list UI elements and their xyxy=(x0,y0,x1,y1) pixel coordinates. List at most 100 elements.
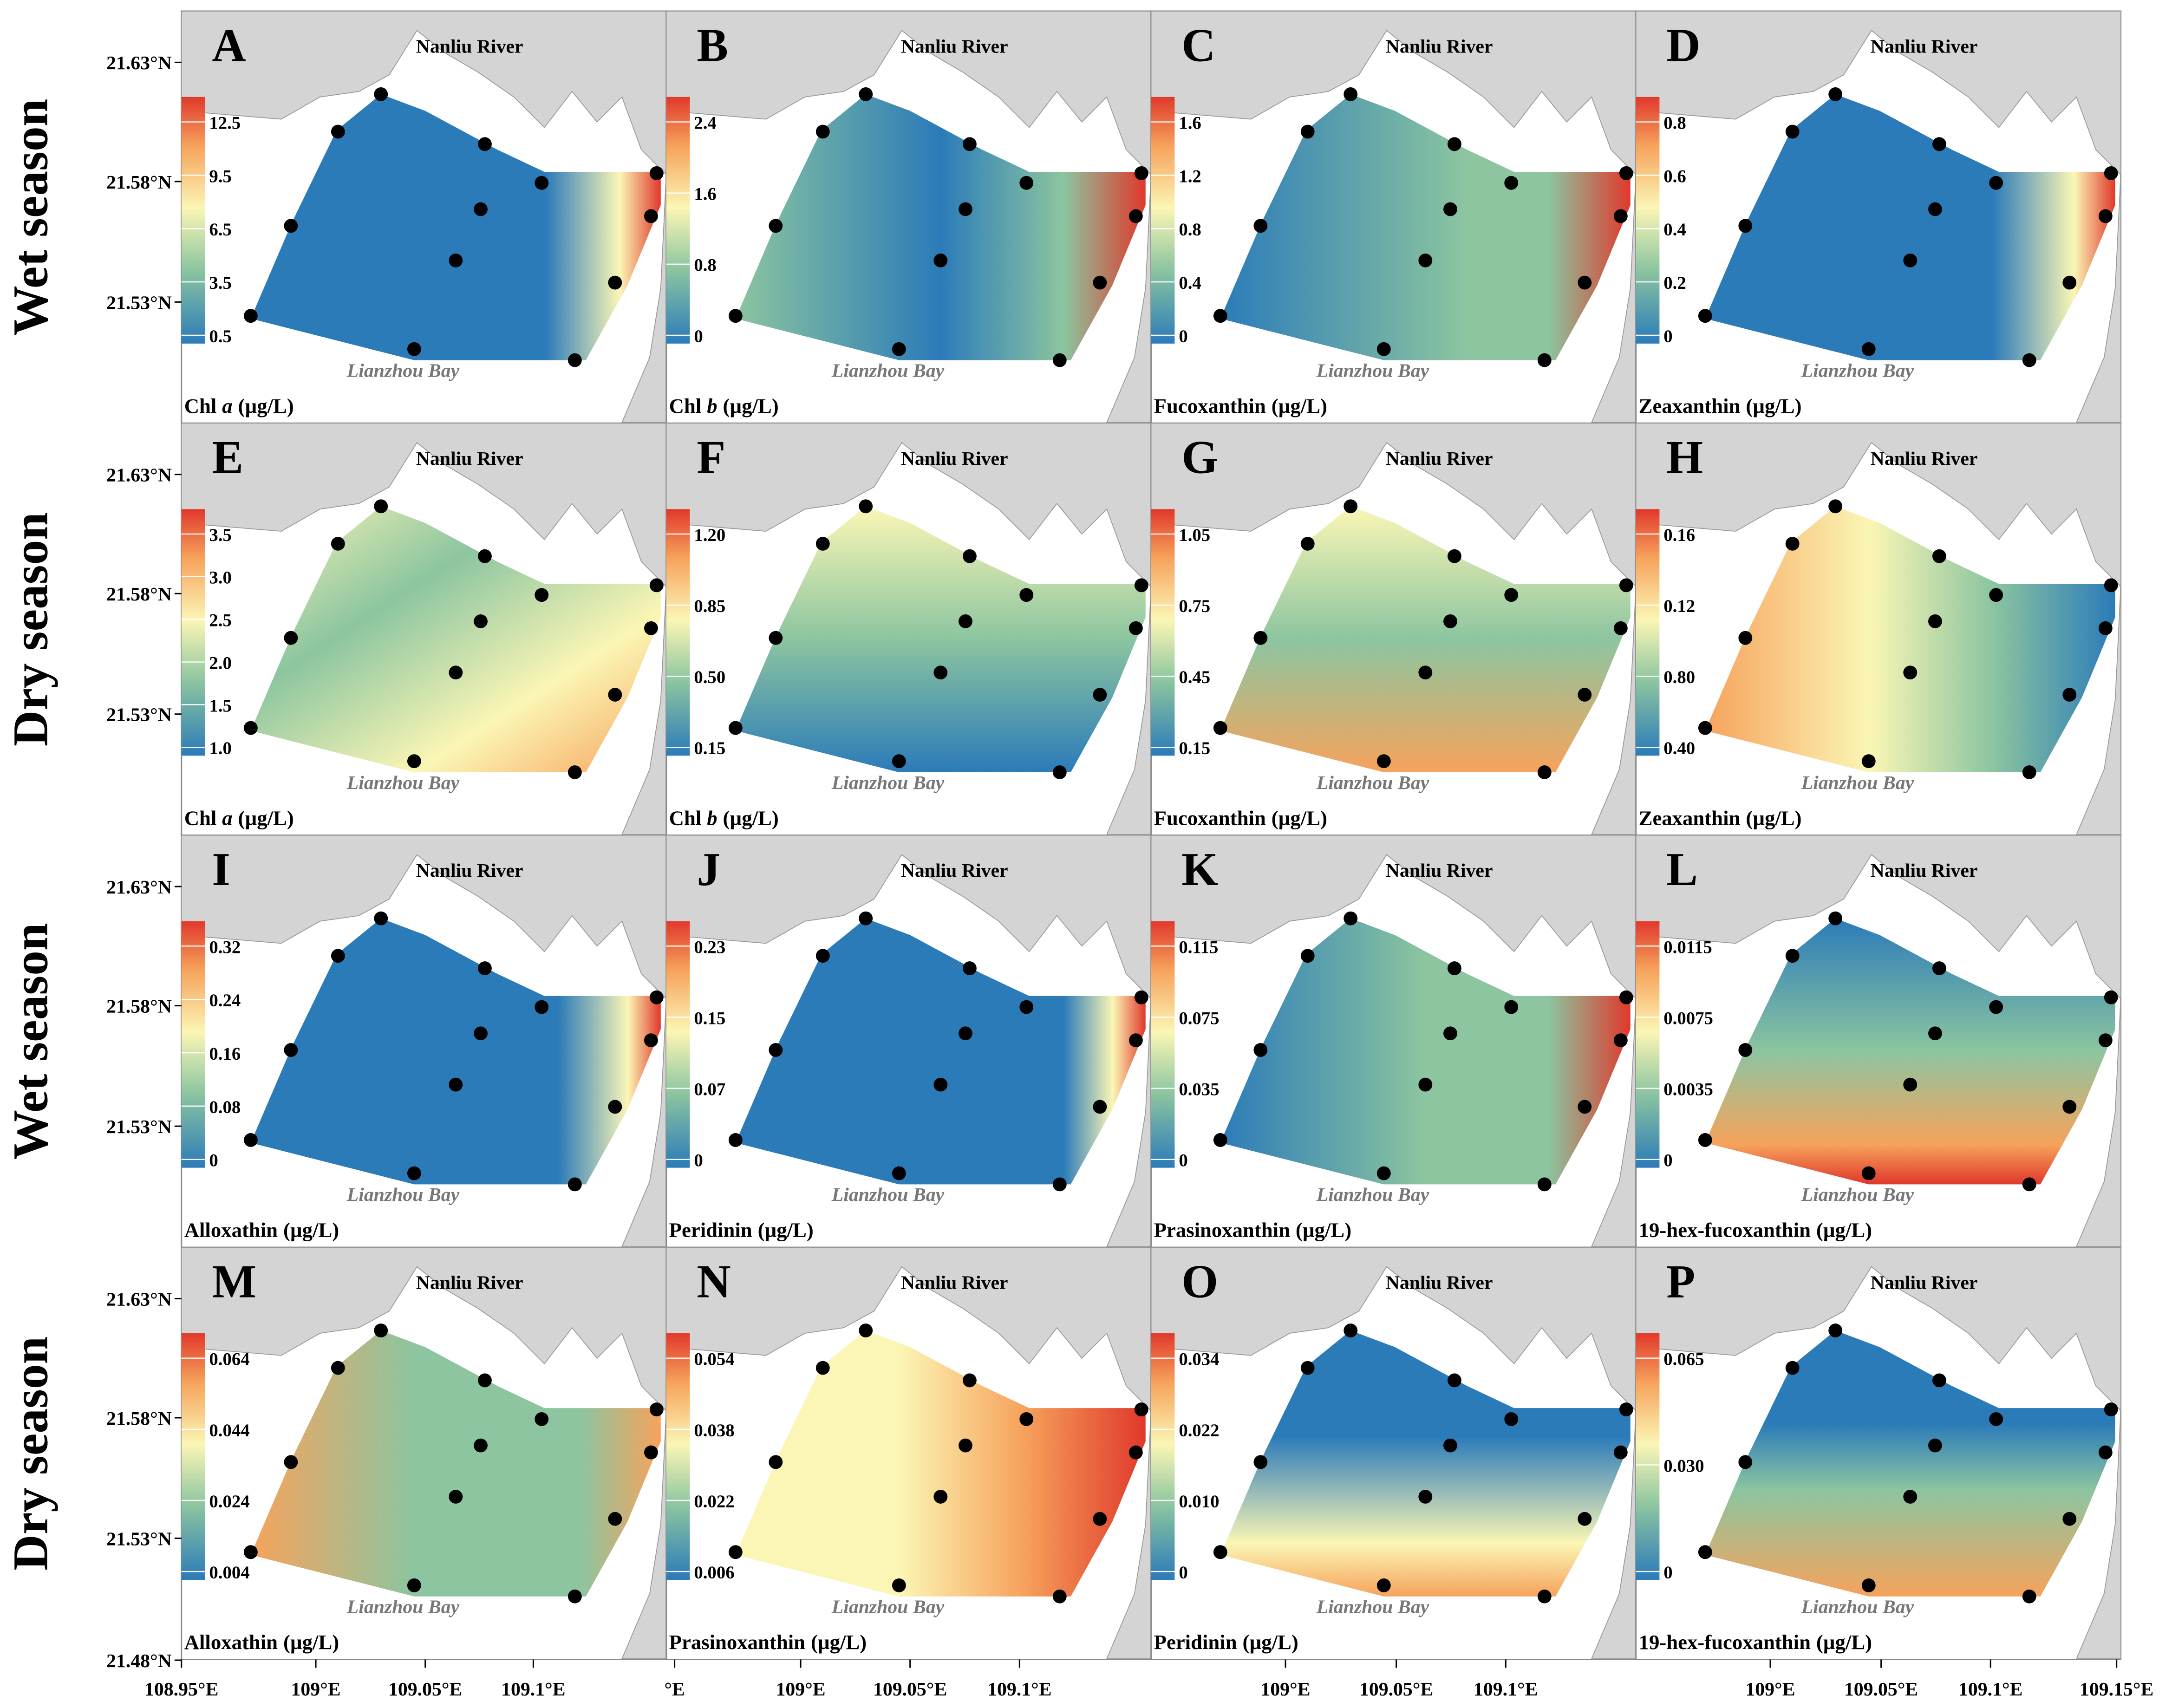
longitude-label: 109.05°E xyxy=(1844,1679,1918,1700)
station xyxy=(1537,765,1552,779)
longitude-label: 109°E xyxy=(291,1679,340,1700)
station xyxy=(1861,1166,1876,1180)
station xyxy=(644,209,658,223)
station xyxy=(728,721,743,735)
colorbar-tick-label: 1.05 xyxy=(1179,525,1210,545)
land xyxy=(1150,423,1637,835)
station xyxy=(1213,1545,1227,1559)
caption: Alloxathin (µg/L) xyxy=(184,1630,339,1654)
caption-name: Chl xyxy=(669,394,702,417)
station xyxy=(2104,990,2118,1004)
station xyxy=(567,353,582,367)
survey-area xyxy=(1705,918,2115,1185)
caption: Fucoxanthin (µg/L) xyxy=(1154,394,1327,417)
colorbar-tick-label: 0.8 xyxy=(694,255,716,275)
colorbar-tick-label: 0.044 xyxy=(209,1421,249,1441)
station xyxy=(1443,614,1457,628)
panel-letter: D xyxy=(1666,19,1700,71)
colorbar-tick-label: 0.40 xyxy=(1663,738,1695,758)
colorbar xyxy=(181,1333,205,1580)
station xyxy=(1619,166,1633,180)
station xyxy=(1504,176,1519,190)
station xyxy=(1698,721,1712,735)
colorbar-tick-label: 0.0035 xyxy=(1663,1080,1713,1100)
bay-label: Lianzhou Bay xyxy=(346,1597,460,1618)
longitude-label: 109.1°E xyxy=(501,1679,565,1700)
bay-label: Lianzhou Bay xyxy=(346,360,460,381)
station xyxy=(1448,137,1461,151)
station xyxy=(1828,1323,1843,1337)
caption-name: Chl xyxy=(669,806,702,829)
bay-label: Lianzhou Bay xyxy=(1801,360,1914,381)
colorbar-tick-label: 0.45 xyxy=(1179,667,1210,687)
station xyxy=(1613,1033,1628,1048)
colorbar xyxy=(1636,921,1660,1168)
land xyxy=(665,834,1152,1247)
station xyxy=(1253,219,1268,233)
station xyxy=(608,275,622,290)
land xyxy=(665,11,1152,423)
station xyxy=(331,1361,345,1375)
longitude-label: 109°E xyxy=(1745,1679,1795,1700)
colorbar-tick-label: 0 xyxy=(1179,1151,1187,1171)
panel-letter: M xyxy=(212,1255,256,1307)
station xyxy=(649,1402,664,1417)
bay-label: Lianzhou Bay xyxy=(831,1184,945,1206)
panel: K Nanliu River Lianzhou Bay 0 0.035 0.075 0.11… xyxy=(1150,834,1637,1248)
station xyxy=(1932,1373,1946,1388)
station xyxy=(567,1589,582,1604)
station xyxy=(1698,1545,1712,1559)
colorbar-tick-label: 0.075 xyxy=(1179,1008,1219,1028)
colorbar-tick-label: 0.0075 xyxy=(1663,1008,1713,1028)
panel: L Nanliu River Lianzhou Bay 0 0.0035 0.0075 0.… xyxy=(1635,834,2122,1248)
station xyxy=(963,549,977,563)
station xyxy=(284,1043,298,1057)
station xyxy=(2022,1177,2036,1192)
station xyxy=(859,911,873,926)
station xyxy=(1785,536,1800,551)
river-label: Nanliu River xyxy=(416,448,523,469)
colorbar-tick-label: 0.065 xyxy=(1663,1349,1704,1369)
station xyxy=(1738,219,1753,233)
station xyxy=(1134,990,1148,1004)
latitude-label: 21.53°N xyxy=(106,704,172,726)
station xyxy=(1828,87,1843,101)
river-label: Nanliu River xyxy=(1386,36,1493,57)
station xyxy=(1253,1455,1268,1469)
panel-letter: H xyxy=(1666,431,1703,483)
station xyxy=(649,578,664,593)
caption-italic: a xyxy=(222,806,232,829)
row-label: Dry season xyxy=(3,512,58,746)
survey-area xyxy=(735,1330,1146,1597)
caption-italic: a xyxy=(222,394,232,417)
station xyxy=(1213,309,1227,323)
station xyxy=(1344,499,1358,514)
station xyxy=(815,124,830,139)
survey-area xyxy=(1705,506,2115,773)
land xyxy=(181,423,667,835)
caption-name: 19-hex-fucoxanthin xyxy=(1639,1630,1811,1654)
station xyxy=(959,614,972,628)
survey-area xyxy=(1705,1330,2115,1597)
station xyxy=(1928,202,1942,216)
colorbar-tick-label: 0 xyxy=(1179,326,1187,346)
river-label: Nanliu River xyxy=(1871,860,1978,881)
station xyxy=(331,124,345,139)
station xyxy=(933,1077,948,1092)
colorbar-tick-label: 1.6 xyxy=(1179,113,1201,133)
station xyxy=(608,1512,622,1526)
panel: P Nanliu River Lianzhou Bay 0 0.030 0.065 19-h… xyxy=(1635,1246,2122,1660)
station xyxy=(1828,911,1843,926)
station xyxy=(1052,1589,1067,1604)
station xyxy=(1418,1490,1433,1504)
colorbar-tick-label: 1.0 xyxy=(209,738,231,758)
station xyxy=(1300,536,1315,551)
river-label: Nanliu River xyxy=(901,860,1008,881)
land xyxy=(1635,11,2121,423)
bay-label: Lianzhou Bay xyxy=(1801,1597,1914,1618)
panel: N Nanliu River Lianzhou Bay 0.006 0.022 0.038… xyxy=(665,1246,1152,1660)
colorbar-tick-label: 2.5 xyxy=(209,611,231,631)
panel-letter: B xyxy=(697,19,728,71)
station xyxy=(892,342,906,356)
caption-unit: (µg/L) xyxy=(811,1630,867,1654)
